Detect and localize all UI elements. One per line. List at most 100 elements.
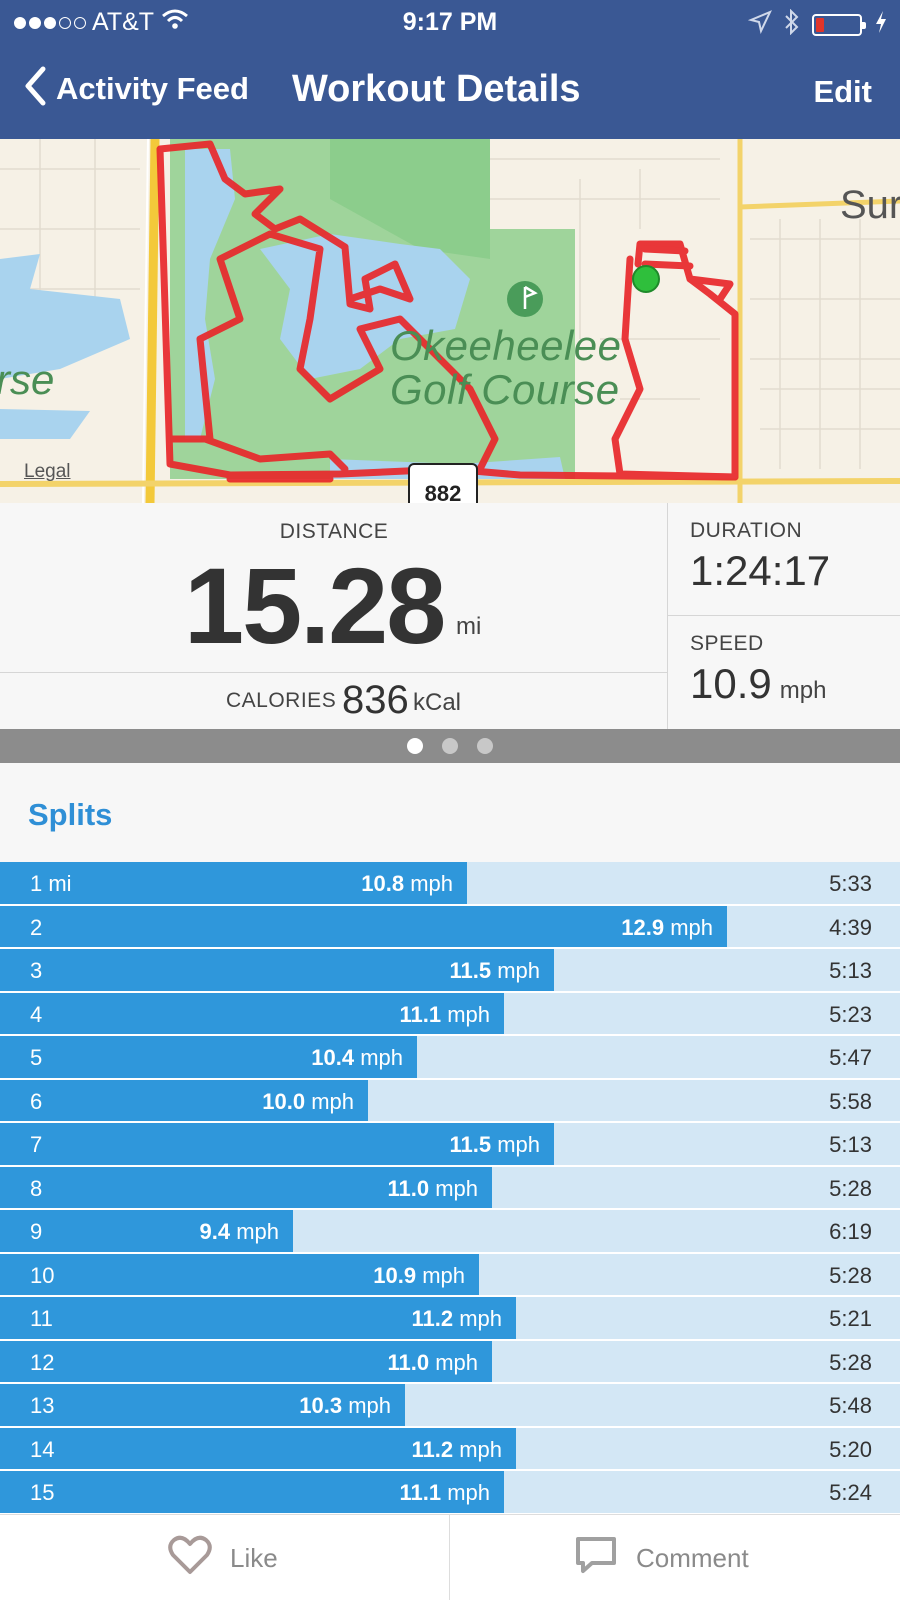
edit-button[interactable]: Edit <box>813 74 872 109</box>
calories-value: 836 <box>342 678 409 722</box>
like-label: Like <box>230 1542 278 1573</box>
legal-link[interactable]: Legal <box>24 461 71 482</box>
split-speed-value: 11.0 <box>387 1175 430 1201</box>
split-time: 5:28 <box>829 1349 872 1375</box>
split-row: 11 11.2 mph 5:21 <box>0 1297 900 1339</box>
split-speed-value: 12.9 <box>621 914 665 940</box>
split-time: 4:39 <box>829 914 872 940</box>
split-row: 5 10.4 mph 5:47 <box>0 1036 900 1078</box>
split-speed-unit: mph <box>422 1262 465 1288</box>
split-label: 11 <box>30 1306 53 1331</box>
split-speed-bar <box>0 1079 368 1121</box>
split-speed-bar <box>0 1471 504 1513</box>
split-time: 6:19 <box>829 1219 872 1244</box>
split-speed-value: 11.5 <box>449 958 492 983</box>
split-row: 6 10.0 mph 5:58 <box>0 1079 900 1121</box>
bolt-icon <box>874 10 888 39</box>
split-time: 5:13 <box>829 1132 872 1157</box>
comment-button[interactable]: Comment <box>574 1515 749 1600</box>
split-speed: 11.1 mph <box>399 1002 490 1028</box>
signal-dot <box>14 16 26 29</box>
split-speed-unit: mph <box>410 871 453 896</box>
split-time: 5:28 <box>829 1262 872 1288</box>
split-speed-unit: mph <box>459 1306 502 1331</box>
split-time: 5:33 <box>829 871 872 896</box>
split-row: 15 11.1 mph 5:24 <box>0 1471 900 1513</box>
like-button[interactable]: Like <box>168 1515 278 1600</box>
page-dot[interactable] <box>407 738 423 754</box>
split-label: 12 <box>30 1349 55 1375</box>
split-speed-unit: mph <box>497 958 540 983</box>
split-speed-bar <box>0 1036 417 1078</box>
split-speed-value: 10.3 <box>299 1393 343 1418</box>
distance-unit: mi <box>456 613 482 640</box>
carrier-name: AT&T <box>92 8 155 36</box>
heart-icon <box>168 1535 212 1582</box>
split-row: 2 12.9 mph 4:39 <box>0 905 900 947</box>
location-arrow-icon <box>747 10 773 39</box>
split-time: 5:48 <box>829 1393 872 1418</box>
split-row: 8 11.0 mph 5:28 <box>0 1166 900 1208</box>
split-speed-unit: mph <box>447 1001 490 1027</box>
back-button[interactable]: Activity Feed <box>24 66 249 111</box>
split-speed: 10.4 mph <box>311 1045 403 1071</box>
split-label: 14 <box>30 1436 55 1462</box>
split-speed-unit: mph <box>236 1219 279 1244</box>
split-speed-bar <box>0 1166 492 1208</box>
map-partial-label-right: Sur <box>840 183 900 227</box>
split-speed: 12.9 mph <box>621 915 713 941</box>
splits-header: Splits <box>0 763 900 862</box>
split-speed-bar <box>0 1123 554 1165</box>
bluetooth-icon <box>784 8 800 40</box>
split-speed: 10.0 mph <box>262 1089 354 1115</box>
distance-panel: DISTANCE 15.28 mi <box>0 503 668 673</box>
calories-label: CALORIES <box>226 689 337 712</box>
duration-value: 1:24:17 <box>690 547 831 594</box>
signal-dot <box>59 16 71 29</box>
split-speed-value: 11.2 <box>411 1436 454 1462</box>
split-time: 5:58 <box>829 1088 872 1114</box>
split-label: 10 <box>30 1262 55 1288</box>
split-speed-value: 10.4 <box>311 1045 355 1070</box>
split-time: 5:47 <box>829 1045 872 1070</box>
split-speed-value: 11.2 <box>411 1306 454 1331</box>
speed-unit: mph <box>779 677 827 704</box>
signal-strength-icon <box>14 16 86 29</box>
workout-stats: DISTANCE 15.28 mi CALORIES 836 kCal DURA… <box>0 503 900 729</box>
split-speed: 11.2 mph <box>411 1437 502 1463</box>
page-dot[interactable] <box>442 738 458 754</box>
split-speed-bar <box>0 1340 492 1382</box>
split-speed-value: 11.0 <box>387 1349 430 1375</box>
splits-title: Splits <box>28 797 113 832</box>
duration-panel: DURATION 1:24:17 <box>668 503 900 616</box>
split-label: 1 mi <box>30 871 72 896</box>
split-label: 7 <box>30 1132 43 1157</box>
split-speed-unit: mph <box>459 1436 502 1462</box>
route-map[interactable]: rse Okeeheelee Golf Course Sur Legal 882 <box>0 139 900 503</box>
split-speed-bar <box>0 1253 479 1295</box>
page-dot[interactable] <box>477 738 493 754</box>
split-label: 15 <box>30 1480 55 1505</box>
split-speed: 10.9 mph <box>373 1263 465 1289</box>
split-speed-unit: mph <box>311 1088 354 1114</box>
battery-icon <box>812 13 866 36</box>
split-speed: 9.4 mph <box>199 1219 279 1245</box>
battery-level <box>816 17 824 32</box>
status-left: AT&T <box>14 8 190 37</box>
split-speed-unit: mph <box>447 1480 490 1505</box>
split-row: 10 10.9 mph 5:28 <box>0 1253 900 1295</box>
bottom-action-bar: Like Comment <box>0 1514 900 1600</box>
split-row: 7 11.5 mph 5:13 <box>0 1123 900 1165</box>
road-shield: 882 <box>408 463 478 503</box>
split-speed-value: 10.8 <box>361 871 405 896</box>
split-speed-value: 10.9 <box>373 1262 417 1288</box>
split-speed-bar <box>0 1427 516 1469</box>
split-time: 5:13 <box>829 958 872 983</box>
distance-label: DISTANCE <box>279 520 389 543</box>
calories-panel: CALORIES 836 kCal <box>0 673 668 729</box>
split-speed-bar <box>0 992 504 1034</box>
speed-value: 10.9 <box>690 660 772 707</box>
split-row: 14 11.2 mph 5:20 <box>0 1427 900 1469</box>
split-speed: 11.5 mph <box>449 1132 540 1158</box>
distance-value: 15.28 <box>184 545 446 666</box>
